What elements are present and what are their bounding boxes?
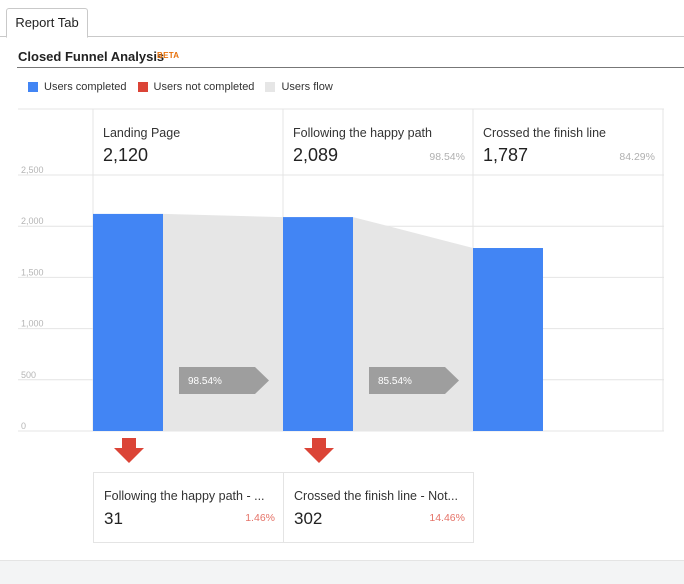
legend-item-users-not-completed[interactable]: Users not completed: [137, 81, 255, 93]
beta-badge: BETA: [157, 51, 180, 60]
step-label: Crossed the finish line: [483, 126, 606, 140]
section-title: Closed Funnel Analysis: [18, 49, 165, 64]
step-percent: 98.54%: [429, 151, 465, 163]
legend-swatch-users-not-completed: [137, 82, 148, 92]
legend-swatch-users-flow: [265, 82, 276, 92]
dropoff-value: 31: [104, 509, 123, 528]
step-percent: 84.29%: [619, 151, 655, 163]
step-value: 1,787: [483, 145, 528, 165]
legend-item-users-completed[interactable]: Users completed: [28, 81, 127, 93]
chart-legend: Users completed Users not completed User…: [28, 80, 344, 94]
flow-percent-label: 85.54%: [378, 376, 412, 387]
dropoff-value: 302: [294, 509, 322, 528]
step-value: 2,120: [103, 145, 148, 165]
y-tick-label: 1,000: [21, 319, 44, 329]
y-tick-label: 2,000: [21, 216, 44, 226]
legend-label-users-completed: Users completed: [44, 81, 127, 93]
legend-swatch-users-completed: [28, 82, 38, 92]
bar-3: [473, 248, 543, 431]
dropoff-label: Crossed the finish line - Not...: [294, 489, 458, 503]
dropoff-arrow: [114, 438, 144, 463]
footer-band: [0, 560, 684, 584]
flow-area: [163, 213, 283, 431]
dropoff-percent: 1.46%: [245, 512, 275, 524]
y-tick-label: 1,500: [21, 267, 44, 277]
bar-1: [93, 213, 163, 431]
flow-percent-label: 98.54%: [188, 376, 222, 387]
flow-arrow: [369, 367, 459, 394]
step-label: Landing Page: [103, 126, 180, 140]
dropoff-percent: 14.46%: [429, 512, 465, 524]
funnel-chart: 0 500 1,000 1,500 2,000 2,500 98.54% 85.54% Land…: [18, 108, 664, 543]
legend-item-users-flow[interactable]: Users flow: [265, 81, 333, 93]
dropoff-arrow: [304, 438, 334, 463]
dropoff-label: Following the happy path - ...: [104, 489, 265, 503]
bar-2: [283, 217, 353, 431]
flow-arrow: [179, 367, 269, 394]
dropoff-box: [93, 472, 284, 543]
step-value: 2,089: [293, 145, 338, 165]
flow-area: [353, 217, 473, 431]
legend-label-users-flow: Users flow: [281, 81, 333, 93]
tab-bar: Report Tab: [0, 0, 684, 38]
tab-report[interactable]: Report Tab: [6, 8, 88, 38]
step-label: Following the happy path: [293, 126, 432, 140]
y-tick-label: 0: [21, 421, 26, 431]
dropoff-box: [283, 472, 474, 543]
legend-label-users-not-completed: Users not completed: [153, 81, 255, 93]
y-tick-label: 2,500: [21, 165, 44, 175]
title-divider: [17, 67, 684, 68]
y-tick-label: 500: [21, 370, 36, 380]
